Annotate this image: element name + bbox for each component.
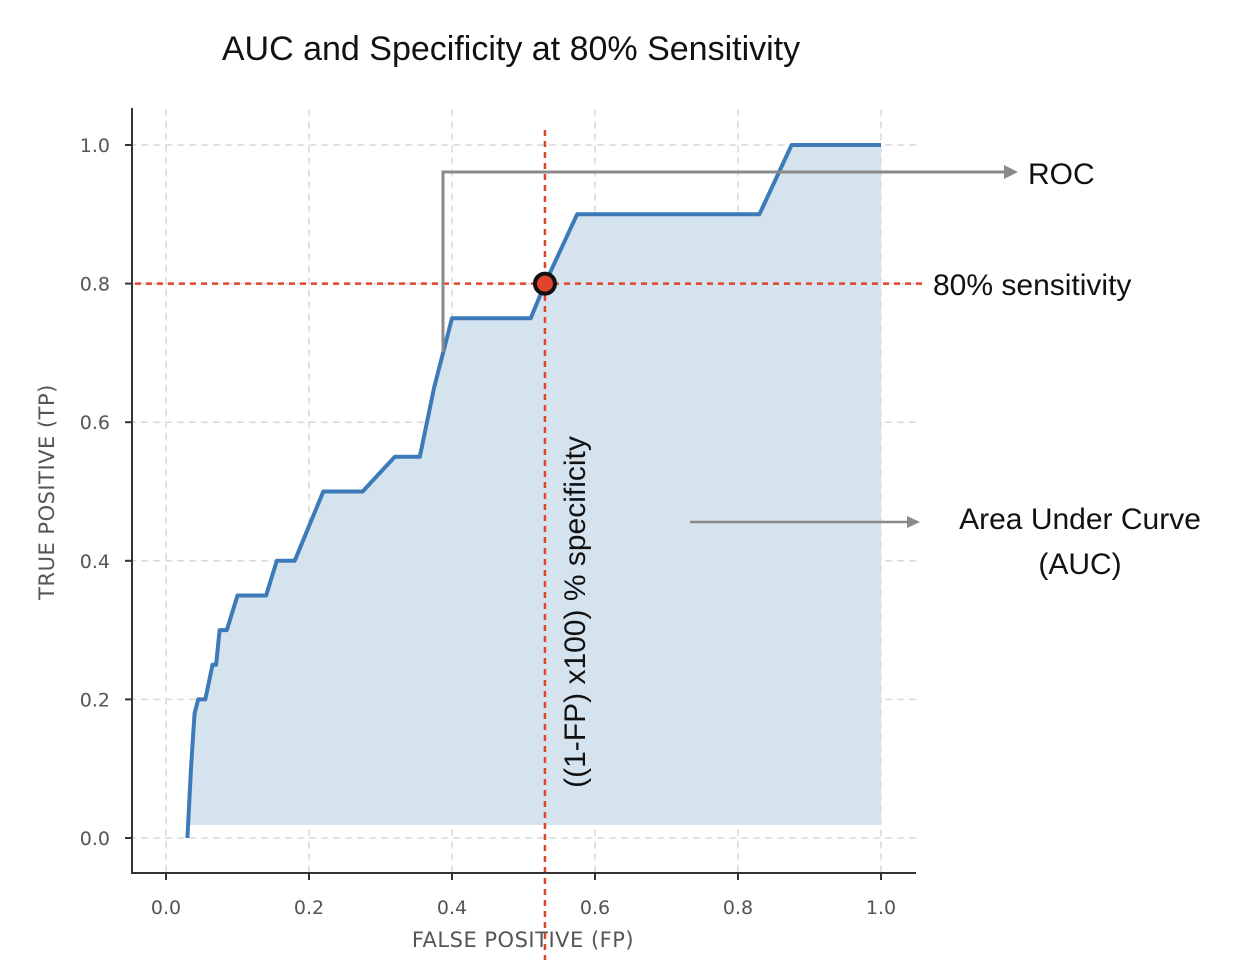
x-tick-label-5: 1.0 xyxy=(866,897,896,919)
y-tick-label-0: 0.0 xyxy=(80,828,110,850)
x-tick-label-1: 0.2 xyxy=(294,897,324,919)
axes xyxy=(131,108,916,874)
y-axis-label: TRUE POSITIVE (TP) xyxy=(35,384,59,601)
auc-arrowhead xyxy=(907,516,920,528)
y-tick-label-4: 0.8 xyxy=(80,274,110,296)
auc-annotation-line2: (AUC) xyxy=(1038,548,1121,581)
y-tick-label-2: 0.4 xyxy=(80,551,110,573)
roc-arrowhead xyxy=(1004,165,1018,179)
operating-point-marker xyxy=(532,271,557,296)
y-tick-label-5: 1.0 xyxy=(80,135,110,157)
x-tick-label-3: 0.6 xyxy=(580,897,610,919)
y-tick-label-3: 0.6 xyxy=(80,412,110,434)
y-tick-label-1: 0.2 xyxy=(80,689,110,711)
roc-annotation: ROC xyxy=(1028,158,1095,191)
specificity-annotation: ((1-FP) x100) % specificity xyxy=(559,436,592,788)
sensitivity-annotation: 80% sensitivity xyxy=(933,269,1131,302)
x-tick-label-4: 0.8 xyxy=(723,897,753,919)
x-tick-label-2: 0.4 xyxy=(437,897,467,919)
x-axis-label: FALSE POSITIVE (FP) xyxy=(412,928,634,952)
auc-area xyxy=(187,145,881,825)
auc-annotation-line1: Area Under Curve xyxy=(959,503,1201,536)
roc-arrow xyxy=(441,170,1005,352)
chart-title: AUC and Specificity at 80% Sensitivity xyxy=(222,30,800,68)
x-tick-label-0: 0.0 xyxy=(151,897,181,919)
ticks: 0.0 0.2 0.4 0.6 0.8 1.0 0.0 0.2 0.4 0.6 0.8 1.0 xyxy=(80,135,896,919)
